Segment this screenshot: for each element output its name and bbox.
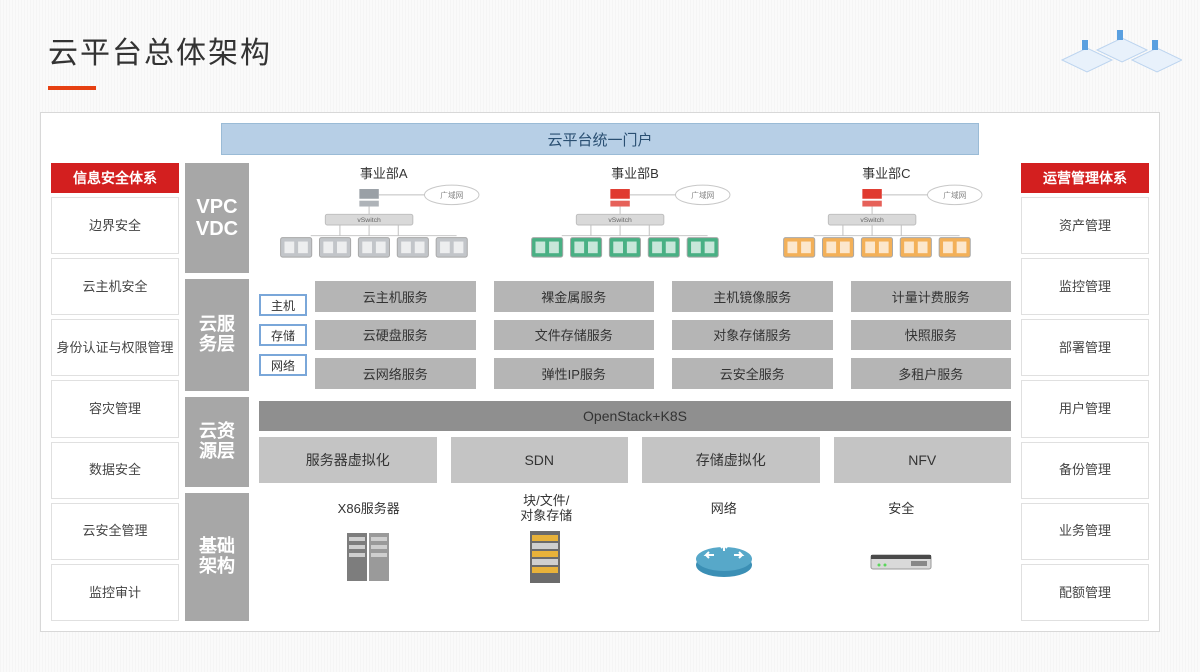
architecture-grid: 信息安全体系 边界安全 云主机安全 身份认证与权限管理 容灾管理 数据安全 云安… <box>51 163 1149 615</box>
left-item: 容灾管理 <box>51 380 179 437</box>
dept-diagram: 广域网 vSwitch <box>770 184 1003 266</box>
row-label-service: 云服 务层 <box>185 279 249 391</box>
row-label-infra: 基础 架构 <box>185 493 249 621</box>
infra-item: 网络 <box>640 493 808 621</box>
svg-text:广域网: 广域网 <box>440 190 464 200</box>
service-cell: 云网络服务 <box>315 358 476 389</box>
left-item: 云主机安全 <box>51 258 179 315</box>
service-grid: 云主机服务裸金属服务主机镜像服务计量计费服务云硬盘服务文件存储服务对象存储服务快… <box>315 281 1011 389</box>
svg-text:广域网: 广域网 <box>691 190 715 200</box>
svg-text:vSwitch: vSwitch <box>357 217 381 224</box>
dept-diagram: 广域网 vSwitch <box>267 184 500 266</box>
resource-cell: 存储虚拟化 <box>642 437 820 483</box>
firewall-icon <box>861 525 941 589</box>
infra-label: 网络 <box>711 493 737 525</box>
portal-label: 云平台统一门户 <box>547 129 652 150</box>
service-cell: 多租户服务 <box>851 358 1012 389</box>
service-body: 主机 存储 网络 云主机服务裸金属服务主机镜像服务计量计费服务云硬盘服务文件存储… <box>255 279 1015 391</box>
corner-decoration <box>1042 10 1182 80</box>
resource-body: OpenStack+K8S 服务器虚拟化 SDN 存储虚拟化 NFV <box>255 397 1015 487</box>
service-cell: 弹性IP服务 <box>494 358 655 389</box>
resource-cell: SDN <box>451 437 629 483</box>
infra-label: 块/文件/ 对象存储 <box>520 493 572 525</box>
service-tag: 主机 <box>259 294 307 316</box>
infra-label: X86服务器 <box>338 493 400 525</box>
row-label-text: 基础 <box>199 537 235 557</box>
right-item: 监控管理 <box>1021 258 1149 315</box>
dept-title: 事业部B <box>611 163 659 182</box>
service-cell: 对象存储服务 <box>672 320 833 351</box>
row-label-resource: 云资 源层 <box>185 397 249 487</box>
service-cell: 快照服务 <box>851 320 1012 351</box>
router-icon <box>684 525 764 589</box>
left-item: 边界安全 <box>51 197 179 254</box>
left-column-header: 信息安全体系 <box>51 163 179 193</box>
left-item: 身份认证与权限管理 <box>51 319 179 376</box>
row-label-vpc: VPC VDC <box>185 163 249 273</box>
right-column-header: 运营管理体系 <box>1021 163 1149 193</box>
dept-block: 事业部A 广域网 vSwitch <box>267 163 500 266</box>
dept-title: 事业部A <box>360 163 408 182</box>
infra-body: X86服务器 块/文件/ 对象存储 网络 安全 <box>255 493 1015 621</box>
infra-item: 安全 <box>818 493 986 621</box>
service-cell: 主机镜像服务 <box>672 281 833 312</box>
service-cell: 裸金属服务 <box>494 281 655 312</box>
storage-array-icon <box>506 525 586 589</box>
row-label-text: VPC <box>196 196 238 218</box>
svg-text:广域网: 广域网 <box>943 190 967 200</box>
right-item: 资产管理 <box>1021 197 1149 254</box>
service-cell: 云主机服务 <box>315 281 476 312</box>
server-rack-icon <box>329 525 409 589</box>
row-label-text: 云资 <box>199 422 235 442</box>
svg-text:vSwitch: vSwitch <box>609 217 633 224</box>
right-item: 用户管理 <box>1021 380 1149 437</box>
dept-title: 事业部C <box>862 163 910 182</box>
vpc-body: 事业部A 广域网 vSwitch <box>255 163 1015 273</box>
page-title: 云平台总体架构 <box>48 28 272 72</box>
service-tag: 存储 <box>259 324 307 346</box>
left-item: 云安全管理 <box>51 503 179 560</box>
resource-bottom: 服务器虚拟化 SDN 存储虚拟化 NFV <box>259 437 1011 483</box>
right-item: 备份管理 <box>1021 442 1149 499</box>
title-underline <box>48 86 96 90</box>
service-cell: 文件存储服务 <box>494 320 655 351</box>
dept-block: 事业部B 广域网 vSwitch <box>518 163 751 266</box>
row-label-text: 架构 <box>199 557 235 577</box>
service-cell: 计量计费服务 <box>851 281 1012 312</box>
svg-text:vSwitch: vSwitch <box>860 217 884 224</box>
resource-cell: NFV <box>834 437 1012 483</box>
infra-item: 块/文件/ 对象存储 <box>463 493 631 621</box>
resource-cell: 服务器虚拟化 <box>259 437 437 483</box>
architecture-frame: 云平台统一门户 信息安全体系 边界安全 云主机安全 身份认证与权限管理 容灾管理… <box>40 112 1160 632</box>
infra-label: 安全 <box>888 493 914 525</box>
infra-item: X86服务器 <box>285 493 453 621</box>
page-title-block: 云平台总体架构 <box>48 28 272 90</box>
row-label-text: 务层 <box>199 335 235 355</box>
row-label-text: VDC <box>196 218 238 240</box>
left-item: 监控审计 <box>51 564 179 621</box>
service-tag: 网络 <box>259 354 307 376</box>
right-item: 配额管理 <box>1021 564 1149 621</box>
row-label-text: 源层 <box>199 442 235 462</box>
left-item: 数据安全 <box>51 442 179 499</box>
right-column: 运营管理体系 资产管理 监控管理 部署管理 用户管理 备份管理 业务管理 配额管… <box>1021 163 1149 621</box>
right-item: 业务管理 <box>1021 503 1149 560</box>
resource-top: OpenStack+K8S <box>259 401 1011 431</box>
service-cell: 云安全服务 <box>672 358 833 389</box>
dept-block: 事业部C 广域网 vSwitch <box>770 163 1003 266</box>
service-cell: 云硬盘服务 <box>315 320 476 351</box>
portal-bar: 云平台统一门户 <box>221 123 979 155</box>
right-item: 部署管理 <box>1021 319 1149 376</box>
service-tags: 主机 存储 网络 <box>259 281 307 389</box>
left-column: 信息安全体系 边界安全 云主机安全 身份认证与权限管理 容灾管理 数据安全 云安… <box>51 163 179 621</box>
dept-diagram: 广域网 vSwitch <box>518 184 751 266</box>
row-label-text: 云服 <box>199 315 235 335</box>
